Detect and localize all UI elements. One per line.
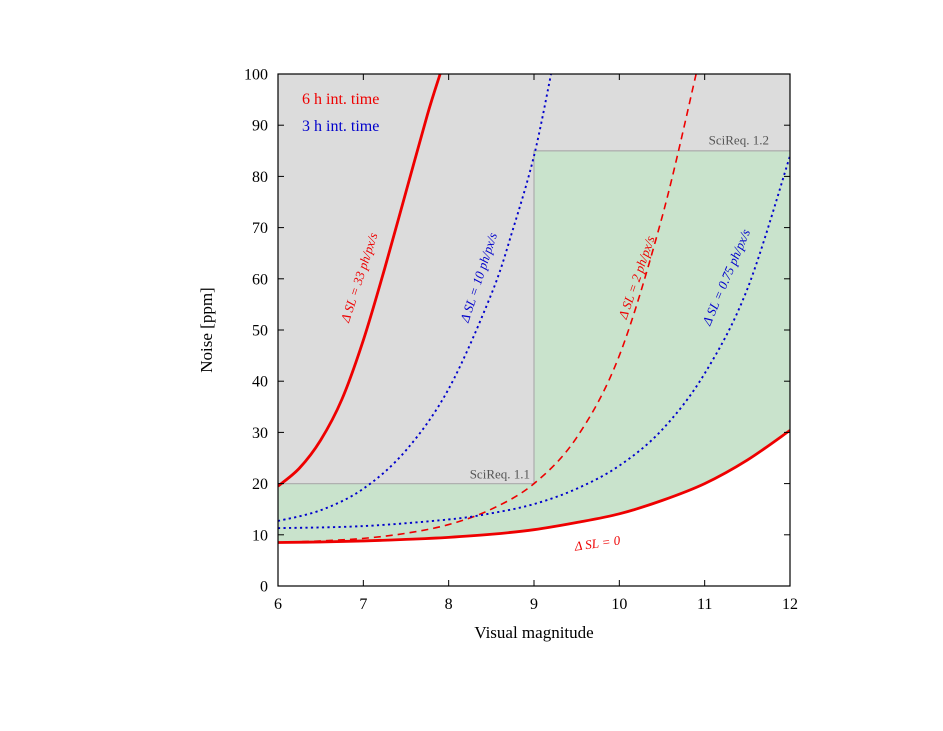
y-tick-label: 10 [252, 527, 268, 544]
annotation-1: SciReq. 1.2 [709, 133, 769, 148]
y-tick-label: 90 [252, 118, 268, 135]
legend-entry-3h: 3 h int. time [302, 118, 379, 135]
annotation-0: SciReq. 1.1 [470, 466, 530, 481]
y-tick-label: 0 [260, 579, 268, 596]
x-tick-label: 9 [530, 596, 538, 613]
y-tick-label: 40 [252, 374, 268, 391]
y-axis-label: Noise [ppm] [197, 287, 216, 372]
y-tick-label: 20 [252, 476, 268, 493]
y-tick-label: 100 [244, 67, 268, 84]
x-tick-label: 8 [445, 596, 453, 613]
y-tick-label: 30 [252, 425, 268, 442]
legend: 6 h int. time 3 h int. time [302, 91, 379, 135]
legend-entry-6h: 6 h int. time [302, 91, 379, 108]
y-tick-label: 60 [252, 271, 268, 288]
x-tick-label: 10 [611, 596, 627, 613]
series-line-0 [278, 429, 790, 544]
annotation-6: Δ SL = 0 [573, 532, 622, 553]
series-layer [278, 74, 790, 544]
x-tick-label: 6 [274, 596, 282, 613]
requirement-lines [278, 150, 790, 485]
series-line-2 [278, 74, 552, 522]
x-tick-label: 11 [697, 596, 712, 613]
requirement-step-line [278, 150, 790, 485]
y-tick-label: 70 [252, 220, 268, 237]
y-tick-labels: 0 10 20 30 40 50 60 70 80 90 100 [244, 67, 268, 596]
x-tick-label: 7 [359, 596, 367, 613]
y-tick-label: 80 [252, 169, 268, 186]
axis-ticks [277, 73, 791, 587]
x-axis-label: Visual magnitude [474, 623, 593, 642]
x-tick-labels: 6 7 8 9 10 11 12 [274, 596, 798, 613]
x-tick-label: 12 [782, 596, 798, 613]
y-tick-label: 50 [252, 323, 268, 340]
series-line-1 [278, 74, 442, 488]
